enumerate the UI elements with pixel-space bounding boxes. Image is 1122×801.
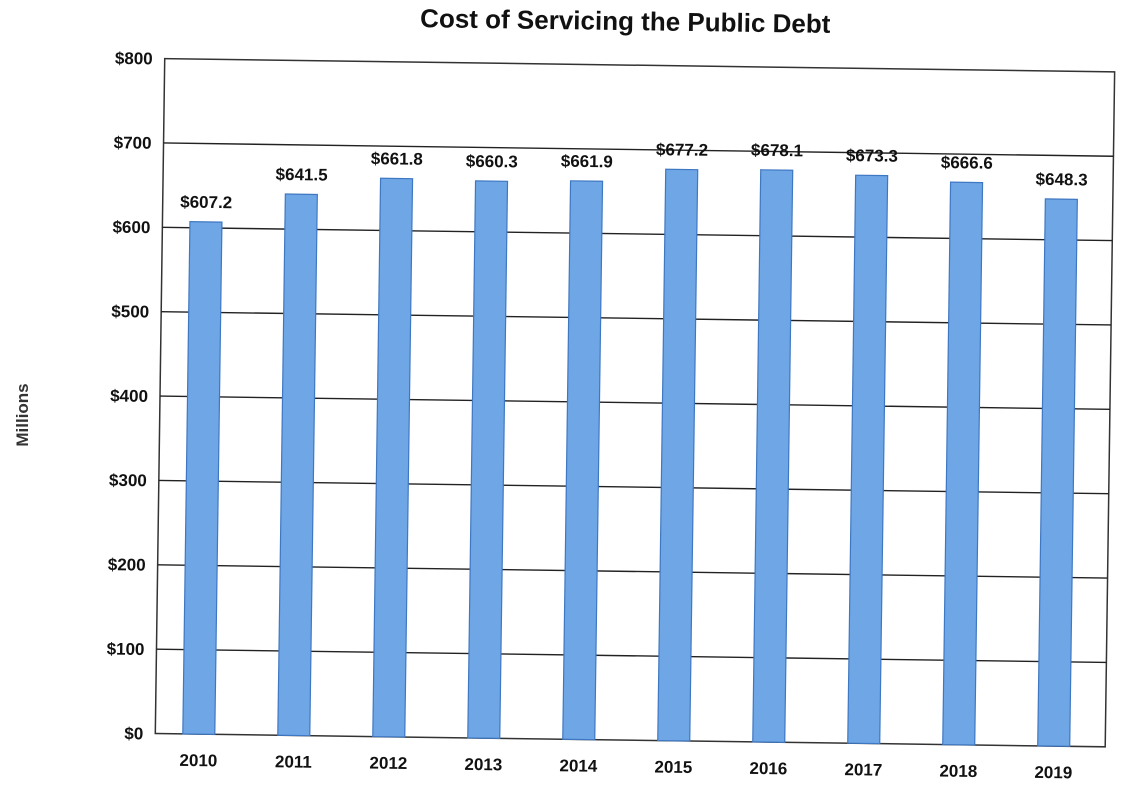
x-tick-label: 2013 [464,755,502,775]
data-labels: $607.2 $641.5 $661.8 $660.3 $661.9 $677.2 $678… [180,140,1088,213]
bar-2013 [467,180,509,739]
bar-2019 [1037,198,1078,747]
x-tick-label: 2017 [844,760,882,780]
data-label-2017: $673.3 [846,146,898,166]
x-axis-ticks: 2010 2011 2012 2013 2014 2015 2016 2017 2018 2019 [179,751,1072,782]
y-tick-label: $200 [108,555,146,575]
y-tick-label: $500 [111,302,149,322]
data-label-2019: $648.3 [1035,170,1087,190]
x-tick-label: 2011 [275,752,312,772]
bar-2011 [277,193,318,737]
data-label-2018: $666.6 [941,153,993,173]
data-label-2011: $641.5 [275,165,327,185]
data-label-2016: $678.1 [751,141,803,161]
x-tick-label: 2012 [369,754,407,774]
y-tick-label: $300 [109,471,147,491]
x-tick-label: 2014 [559,756,598,776]
gridline [163,142,1114,157]
data-label-2012: $661.8 [371,149,423,169]
bar-2014 [562,180,604,741]
data-label-2014: $661.9 [561,152,613,172]
x-tick-label: 2015 [654,758,692,778]
chart-title: Cost of Servicing the Public Debt [420,3,831,39]
y-tick-label: $100 [107,639,145,659]
x-tick-label: 2016 [749,759,787,779]
data-label-2013: $660.3 [466,152,518,172]
data-label-2010: $607.2 [180,193,232,213]
y-tick-label: $0 [124,724,143,743]
y-axis-label: Millions [13,383,32,446]
bar-2018 [942,181,984,746]
x-tick-label: 2018 [939,761,977,781]
chart-body: Cost of Servicing the Public Debt $607.2… [107,3,1116,782]
bar-2017 [847,174,889,745]
y-tick-label: $600 [112,218,150,238]
data-label-2015: $677.2 [656,140,708,160]
bar-2010 [182,221,223,735]
bar-2016 [752,169,794,743]
y-tick-label: $700 [114,133,152,153]
y-tick-label: $800 [115,49,153,69]
bars [182,168,1078,747]
x-tick-label: 2019 [1034,763,1072,783]
bar-2015 [657,168,699,742]
bar-2012 [372,177,414,738]
y-axis-ticks: $0 $100 $200 $300 $400 $500 $600 $700 $800 [107,49,153,743]
x-tick-label: 2010 [179,751,217,771]
y-tick-label: $400 [110,386,148,406]
